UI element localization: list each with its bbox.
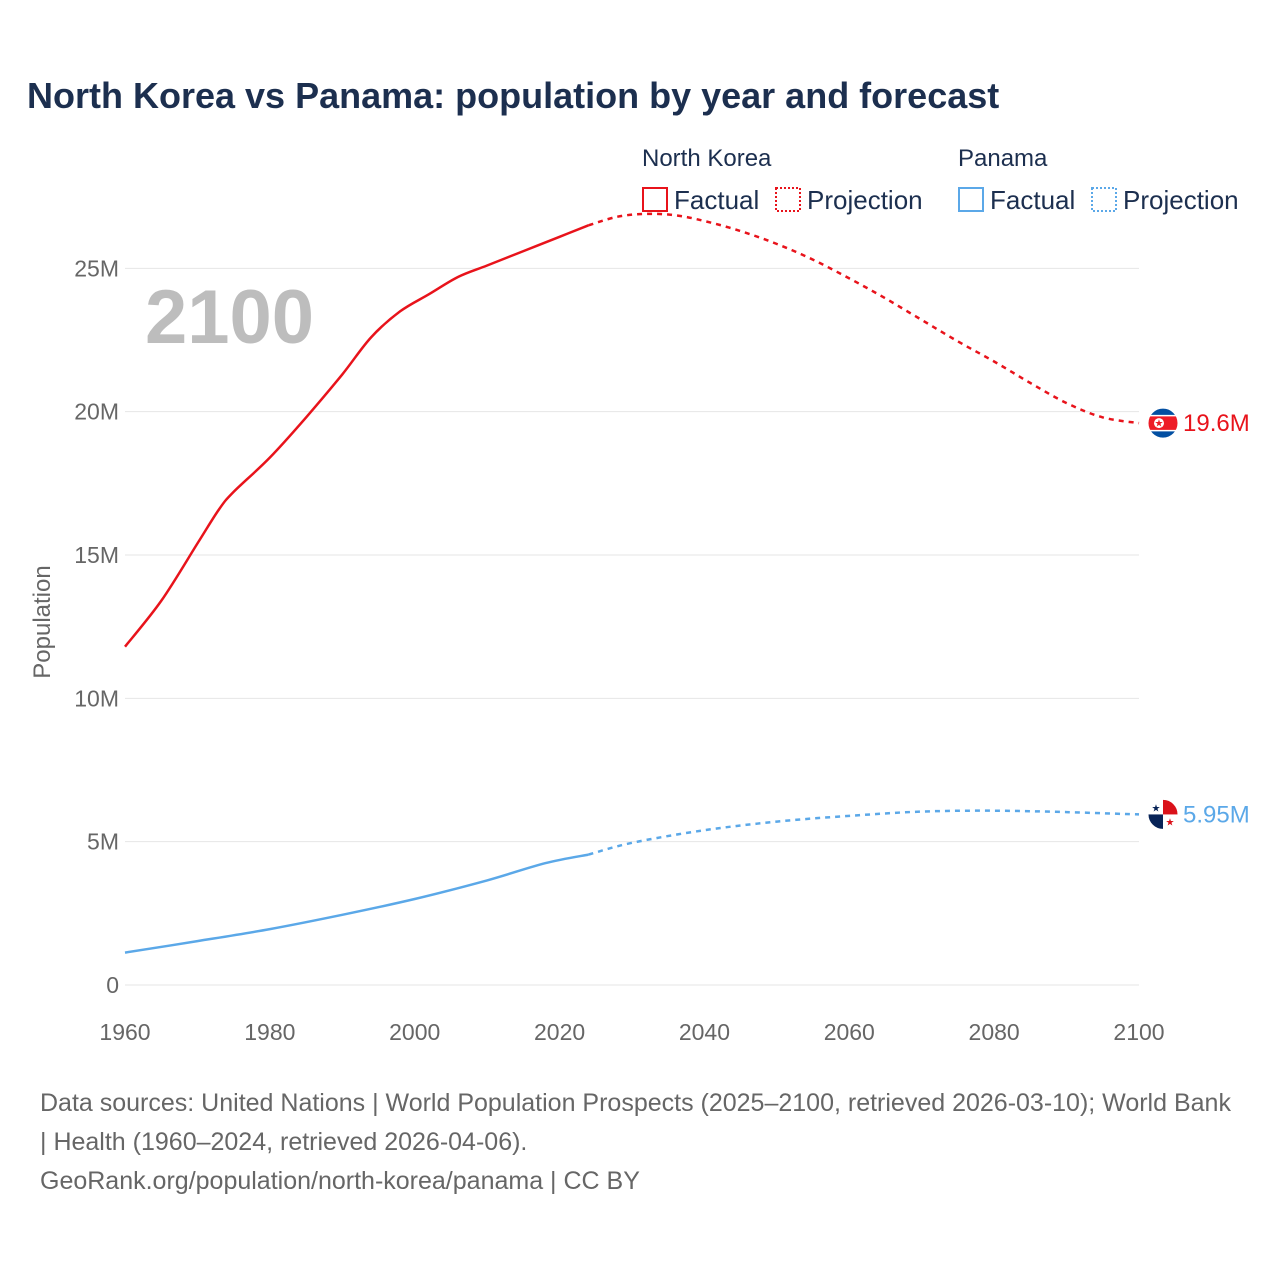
- series-lines: [124, 212, 1140, 954]
- y-tick-label: 5M: [87, 829, 119, 855]
- series-line-panama-projection[interactable]: [588, 809, 1140, 856]
- chart-title: North Korea vs Panama: population by yea…: [27, 75, 999, 116]
- legend-swatch-north-korea-factual[interactable]: [642, 187, 668, 212]
- legend: North Korea Panama Factual Projection Fa…: [642, 145, 1239, 215]
- legend-swatch-panama-factual[interactable]: [958, 187, 984, 212]
- x-tick-label: 2040: [679, 1019, 730, 1045]
- legend-group-north-korea: North Korea: [642, 145, 772, 172]
- y-tick-label: 20M: [74, 399, 119, 425]
- attribution-text: GeoRank.org/population/north-korea/panam…: [40, 1167, 640, 1195]
- end-value-label-panama: 5.95M: [1183, 801, 1250, 828]
- y-axis-ticks: 0 5M 10M 15M 20M 25M: [74, 255, 119, 998]
- legend-swatch-panama-projection[interactable]: [1091, 187, 1117, 212]
- series-line-panama-factual[interactable]: [124, 853, 589, 954]
- end-value-label-north-korea: 19.6M: [1183, 410, 1250, 437]
- north-korea-flag-icon: ★: [1147, 407, 1179, 439]
- x-tick-label: 2060: [824, 1019, 875, 1045]
- svg-text:★: ★: [1155, 419, 1164, 430]
- y-tick-label: 25M: [74, 255, 119, 281]
- data-sources-text: Data sources: United Nations | World Pop…: [40, 1089, 1231, 1156]
- x-tick-label: 2100: [1113, 1019, 1164, 1045]
- panama-flag-icon: ★★: [1147, 798, 1179, 830]
- x-axis-ticks: 1960 1980 2000 2020 2040 2060 2080 2100: [99, 1019, 1164, 1045]
- series-line-north-korea-factual[interactable]: [124, 224, 589, 648]
- x-tick-label: 2080: [969, 1019, 1020, 1045]
- legend-swatch-north-korea-projection[interactable]: [775, 187, 801, 212]
- x-tick-label: 1960: [99, 1019, 150, 1045]
- series-line-north-korea-projection[interactable]: [588, 212, 1140, 425]
- chart-footer: Data sources: United Nations | World Pop…: [40, 1084, 1240, 1201]
- current-year-label: 2100: [145, 275, 314, 360]
- legend-label-north-korea-projection[interactable]: Projection: [807, 185, 923, 215]
- x-tick-label: 1980: [244, 1019, 295, 1045]
- grid-lines: [125, 267, 1139, 986]
- x-tick-label: 2000: [389, 1019, 440, 1045]
- end-markers: ★ 19.6M★★ 5.95M: [1147, 407, 1250, 830]
- y-tick-label: 0: [106, 972, 119, 998]
- legend-label-north-korea-factual[interactable]: Factual: [674, 185, 759, 215]
- population-chart: North Korea vs Panama: population by yea…: [27, 75, 1250, 1045]
- svg-text:★: ★: [1152, 803, 1161, 814]
- x-tick-label: 2020: [534, 1019, 585, 1045]
- y-axis-label: Population: [29, 565, 56, 678]
- y-tick-label: 10M: [74, 685, 119, 711]
- legend-group-panama: Panama: [958, 145, 1048, 172]
- legend-label-panama-factual[interactable]: Factual: [990, 185, 1075, 215]
- legend-label-panama-projection[interactable]: Projection: [1123, 185, 1239, 215]
- y-tick-label: 15M: [74, 542, 119, 568]
- svg-text:★: ★: [1166, 817, 1175, 828]
